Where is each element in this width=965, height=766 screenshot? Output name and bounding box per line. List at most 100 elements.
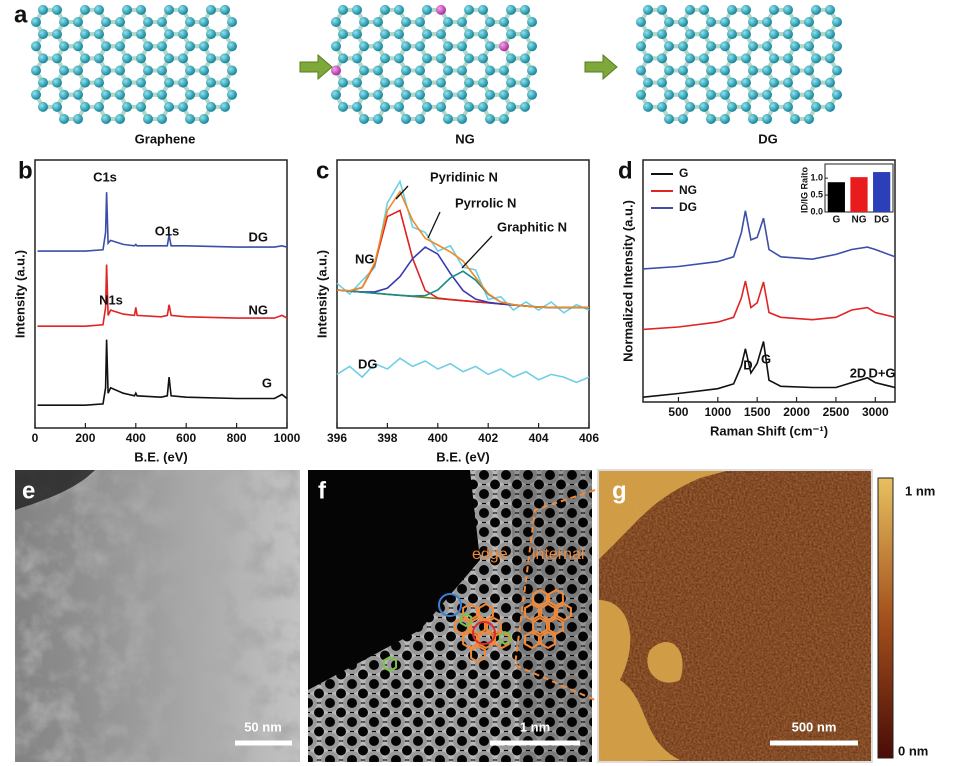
atom [178,53,188,64]
atom [464,29,474,40]
atom [443,17,453,27]
atom [136,4,146,15]
atom [373,41,383,52]
atom [506,101,516,112]
atom [762,65,772,76]
atom [199,65,209,76]
series-line [642,341,896,398]
atom [394,4,404,15]
bar [827,182,845,212]
atom [457,89,467,100]
chart: 0 200 400 600 800 1000 DG NG G C1s O1s N1s b B.E. (eV… [12,157,300,464]
atom [101,65,111,76]
afm-image [597,469,894,763]
atom [422,77,432,88]
atom [678,113,688,124]
atom [52,29,62,40]
atom [394,53,404,64]
atom [394,29,404,40]
x-tick-label: 800 [227,431,247,445]
stem-image [308,470,596,762]
atom [136,53,146,64]
atom [206,29,216,40]
atom [499,17,509,27]
atom [520,53,530,64]
atom [464,77,474,88]
atom [80,77,90,88]
y-tick-label: 1.0 [810,173,823,183]
atom [52,4,62,15]
atom [657,77,667,88]
atom [73,65,83,76]
atom [527,17,537,27]
atom [178,4,188,15]
atom [527,65,537,76]
atom [164,4,174,15]
atom [636,41,646,52]
atom [478,101,488,112]
atom [199,17,209,27]
atom [464,101,474,112]
atom [685,77,695,88]
atom [741,101,751,112]
atom [401,89,411,100]
atom [825,101,835,112]
ring-outline [524,602,540,622]
atom [825,4,835,15]
atom [185,65,195,76]
series-label: G [262,375,272,390]
atom [199,89,209,100]
atom [101,17,111,27]
atom [185,17,195,27]
atoms [331,4,537,124]
atom [359,41,369,52]
ring-outline [556,602,572,622]
atom [220,29,230,40]
atom [115,65,125,76]
atom [73,41,83,52]
atom [457,41,467,52]
atom [464,53,474,64]
atom [783,101,793,112]
atom [727,77,737,88]
atom [94,29,104,40]
atom [790,89,800,100]
series-line [37,339,288,406]
atom [485,113,495,124]
atom [769,29,779,40]
atom [657,29,667,40]
atom [143,113,153,124]
atom [394,77,404,88]
atom [678,17,688,27]
atom [143,89,153,100]
annotation: C1s [93,169,117,184]
atom [464,4,474,15]
atom [52,77,62,88]
atom [664,65,674,76]
atom [699,53,709,64]
atom [436,4,446,15]
ring-outline [532,588,548,608]
atom [790,65,800,76]
atom [832,65,842,76]
series-label: Graphitic N [497,219,567,234]
ring-outline [524,630,540,650]
atom [122,4,132,15]
atom [380,77,390,88]
atom [401,113,411,124]
atom [401,41,411,52]
atom [783,4,793,15]
atom [636,65,646,76]
atom [157,89,167,100]
atom [706,41,716,52]
atom [94,53,104,64]
atom [457,17,467,27]
atom [748,113,758,124]
x-tick-label: 402 [478,431,498,445]
ring-outline [548,588,564,608]
atom [699,29,709,40]
atom [741,4,751,15]
atom [790,113,800,124]
atom [769,53,779,64]
atom [199,41,209,52]
